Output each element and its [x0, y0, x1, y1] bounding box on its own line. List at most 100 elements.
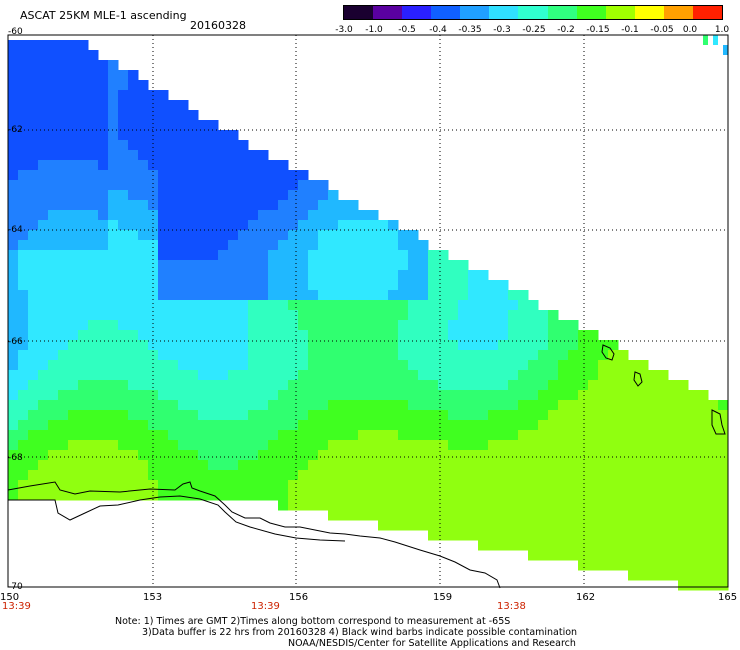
swath-cell	[298, 430, 309, 441]
swath-cell	[408, 520, 419, 531]
swath-cell	[68, 110, 79, 121]
swath-cell	[98, 470, 109, 481]
swath-cell	[108, 140, 119, 151]
swath-cell	[328, 190, 339, 201]
swath-cell	[318, 460, 329, 471]
swath-cell	[448, 410, 459, 421]
swath-cell	[448, 370, 459, 381]
swath-cell	[8, 170, 19, 181]
swath-cell	[708, 550, 719, 561]
colorbar-swatch	[692, 6, 723, 19]
swath-cell	[38, 240, 49, 251]
swath-cell	[198, 240, 209, 251]
swath-cell	[588, 510, 599, 521]
swath-cell	[48, 60, 59, 71]
swath-cell	[308, 390, 319, 401]
swath-cell	[528, 520, 539, 531]
swath-cell	[238, 280, 249, 291]
swath-cell	[698, 430, 709, 441]
swath-cell	[18, 130, 29, 141]
swath-cell	[118, 380, 129, 391]
swath-cell	[38, 40, 49, 51]
swath-cell	[518, 530, 529, 541]
swath-cell	[458, 290, 469, 301]
swath-cell	[28, 50, 39, 61]
swath-cell	[498, 290, 509, 301]
swath-cell	[28, 100, 39, 111]
swath-cell	[318, 210, 329, 221]
swath-cell	[228, 470, 239, 481]
swath-cell	[338, 410, 349, 421]
swath-cell	[418, 290, 429, 301]
swath-cell	[158, 470, 169, 481]
swath-cell	[248, 190, 259, 201]
swath-cell	[158, 460, 169, 471]
swath-cell	[708, 400, 719, 411]
swath-cell	[638, 390, 649, 401]
swath-cell	[248, 370, 259, 381]
swath-cell	[468, 270, 479, 281]
swath-cell	[208, 380, 219, 391]
swath-cell	[48, 400, 59, 411]
swath-cell	[548, 410, 559, 421]
island-1	[601, 344, 615, 361]
swath-cell	[338, 300, 349, 311]
swath-cell	[88, 60, 99, 71]
swath-cell	[568, 530, 579, 541]
swath-cell	[258, 150, 269, 161]
swath-cell	[138, 180, 149, 191]
swath-cell	[368, 270, 379, 281]
swath-cell	[428, 420, 439, 431]
swath-cell	[368, 220, 379, 231]
swath-cell	[318, 190, 329, 201]
swath-cell	[648, 450, 659, 461]
swath-cell	[508, 300, 519, 311]
swath-cell	[208, 280, 219, 291]
swath-cell	[448, 400, 459, 411]
swath-cell	[548, 430, 559, 441]
swath-cell	[338, 430, 349, 441]
swath-cell	[278, 340, 289, 351]
swath-cell	[18, 440, 29, 451]
swath-cell	[338, 440, 349, 451]
swath-cell	[348, 450, 359, 461]
swath-cell	[358, 320, 369, 331]
swath-cell	[118, 260, 129, 271]
swath-cell	[128, 140, 139, 151]
swath-cell	[138, 160, 149, 171]
swath-cell	[68, 310, 79, 321]
swath-cell	[208, 210, 219, 221]
swath-cell	[428, 350, 439, 361]
swath-cell	[268, 470, 279, 481]
swath-cell	[138, 380, 149, 391]
swath-cell	[528, 540, 539, 551]
swath-cell	[418, 330, 429, 341]
swath-cell	[128, 460, 139, 471]
swath-cell	[178, 160, 189, 171]
swath-cell	[448, 310, 459, 321]
swath-cell	[428, 340, 439, 351]
swath-cell	[538, 530, 549, 541]
swath-cell	[428, 450, 439, 461]
swath-cell	[638, 380, 649, 391]
swath-cell	[618, 530, 629, 541]
swath-cell	[268, 180, 279, 191]
swath-cell	[688, 400, 699, 411]
swath-cell	[248, 200, 259, 211]
swath-cell	[358, 310, 369, 321]
swath-cell	[258, 450, 269, 461]
swath-cell	[698, 550, 709, 561]
swath-cell	[128, 400, 139, 411]
swath-cell	[318, 420, 329, 431]
swath-cell	[458, 510, 469, 521]
swath-cell	[78, 470, 89, 481]
swath-cell	[288, 280, 299, 291]
swath-cell	[628, 490, 639, 501]
swath-cell	[218, 130, 229, 141]
swath-cell	[338, 390, 349, 401]
swath-cell	[488, 380, 499, 391]
swath-cell	[218, 400, 229, 411]
swath-cell	[298, 340, 309, 351]
swath-cell	[578, 510, 589, 521]
swath-cell	[658, 520, 669, 531]
